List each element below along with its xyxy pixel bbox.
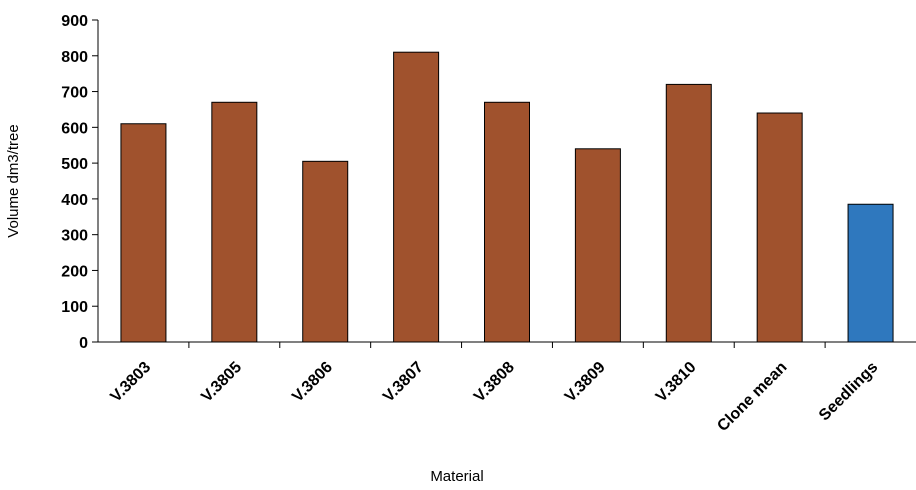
x-tick-label: V.3803 [107,359,154,406]
x-tick-label: V.3809 [562,359,609,406]
y-tick-label: 100 [61,299,88,316]
x-axis-title: Material [430,468,483,485]
y-tick-label: 700 [61,85,88,102]
x-tick-label: V.3810 [653,359,700,406]
bar [756,112,803,343]
y-tick-label: 400 [61,192,88,209]
bar [120,123,167,343]
bar [211,101,258,343]
bar [847,203,894,343]
x-tick-label: V.3807 [380,359,427,406]
y-tick-label: 500 [61,156,88,173]
bar [665,83,712,343]
bars [120,51,894,343]
x-tick-label: V.3806 [289,359,336,406]
bar [484,101,530,343]
y-tick-label: 800 [61,49,88,66]
y-tick-label: 200 [61,263,88,280]
y-tick-label: 0 [79,335,88,352]
y-tick-label: 600 [61,120,88,137]
bar [574,148,621,343]
y-axis-title: Volume dm3/tree [5,124,22,237]
x-tick-label: Seedlings [816,359,882,425]
x-tick-label: Clone mean [714,359,790,435]
y-tick-label: 900 [61,13,88,30]
y-tick-label: 300 [61,228,88,245]
y-axis-ticks: 0 100 200 300 400 500 600 700 800 900 [61,13,98,352]
x-tick-label: V.3808 [471,359,518,406]
bar [302,160,349,343]
bar [393,51,440,343]
x-axis-ticks: V.3803 V.3805 V.3806 V.3807 V.3808 V.3809 V.38… [107,342,881,435]
x-tick-label: V.3805 [198,359,245,406]
